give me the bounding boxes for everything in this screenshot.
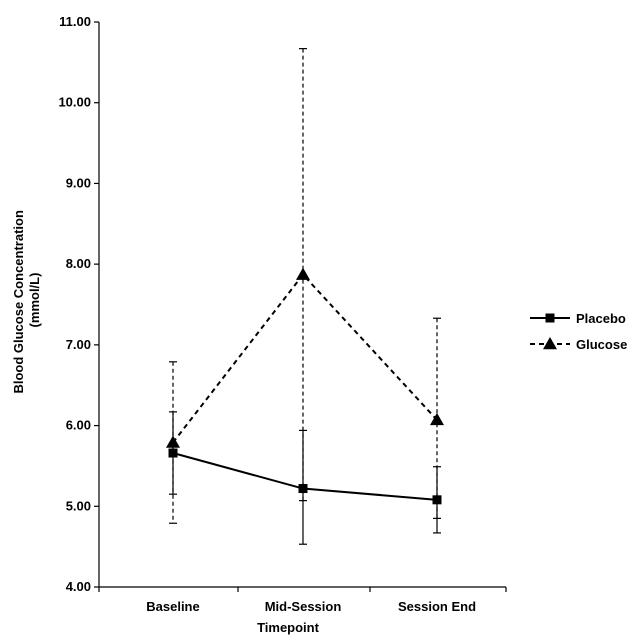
y-tick-label: 5.00 bbox=[66, 498, 91, 513]
y-tick-label: 4.00 bbox=[66, 579, 91, 594]
glucose-point bbox=[166, 435, 180, 448]
legend-glucose-label: Glucose bbox=[576, 337, 627, 352]
placebo-point bbox=[432, 495, 442, 505]
y-tick-label: 11.00 bbox=[59, 14, 91, 29]
error-bars bbox=[169, 48, 441, 545]
y-tick-label: 9.00 bbox=[66, 175, 91, 190]
glucose-point bbox=[296, 267, 310, 280]
legend-placebo-marker bbox=[545, 313, 555, 323]
markers bbox=[166, 267, 444, 505]
y-tick-label: 8.00 bbox=[66, 256, 91, 271]
y-axis-title-line-2: (mmol/L) bbox=[27, 273, 42, 328]
legend-placebo-label: Placebo bbox=[576, 311, 626, 326]
legend-glucose-marker bbox=[543, 337, 557, 350]
placebo-point bbox=[168, 448, 178, 458]
y-tick-label: 7.00 bbox=[66, 337, 91, 352]
legend: Placebo Glucose bbox=[530, 311, 627, 352]
y-tick-label: 6.00 bbox=[66, 418, 91, 433]
glucose-series-line bbox=[172, 273, 438, 444]
y-axis-title-line-1: Blood Glucose Concentration bbox=[11, 210, 26, 394]
y-axis-title: Blood Glucose Concentration (mmol/L) bbox=[11, 206, 42, 393]
y-tick-labels: 4.00 5.00 6.00 7.00 8.00 9.00 10.00 11.00 bbox=[58, 14, 91, 594]
x-tick-label: Baseline bbox=[146, 599, 199, 614]
x-tick-labels: Baseline Mid-Session Session End bbox=[146, 599, 476, 614]
x-tick-label: Session End bbox=[398, 599, 476, 614]
x-axis-title: Timepoint bbox=[257, 620, 320, 635]
series-lines bbox=[172, 273, 438, 501]
placebo-point bbox=[298, 484, 308, 494]
x-tick-label: Mid-Session bbox=[265, 599, 342, 614]
y-tick-label: 10.00 bbox=[58, 95, 91, 110]
axes bbox=[94, 21, 507, 592]
glucose-point bbox=[430, 412, 444, 426]
